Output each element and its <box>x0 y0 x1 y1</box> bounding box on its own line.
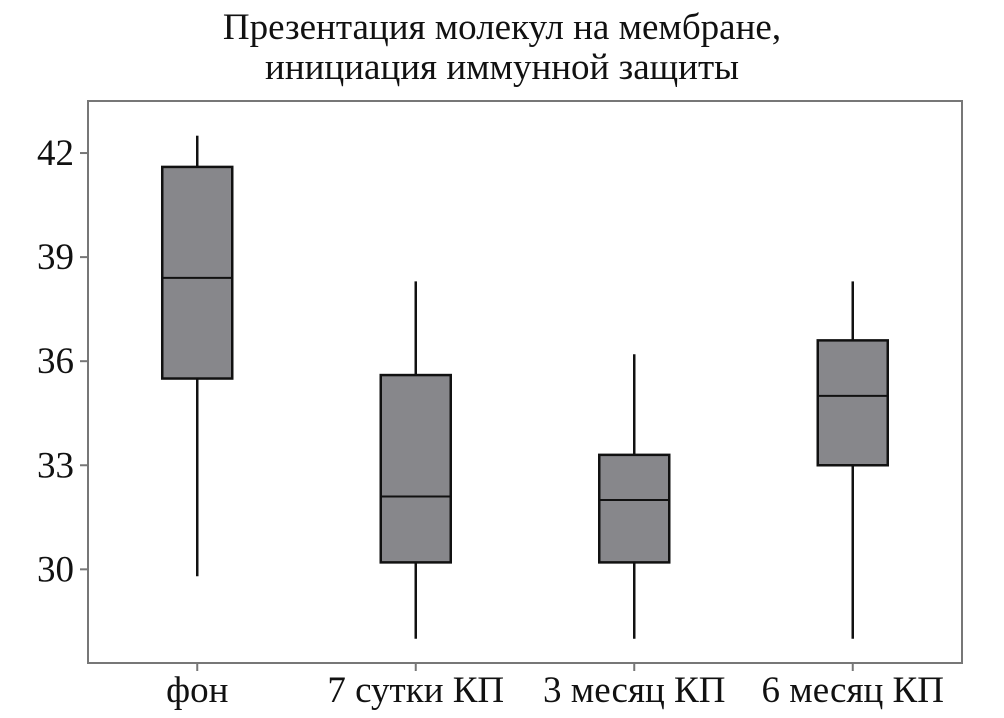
y-tick-label: 33 <box>37 445 74 486</box>
box-group <box>379 281 452 639</box>
y-tick-label: 42 <box>37 133 74 174</box>
x-tick-label: 6 месяц КП <box>762 670 944 711</box>
x-tick-label: 7 сутки КП <box>327 670 504 711</box>
chart-title-line-1: Презентация молекул на мембране, <box>222 7 782 48</box>
plot-frame <box>87 100 963 664</box>
iqr-box <box>598 453 671 564</box>
iqr-box <box>161 165 234 380</box>
chart-title-line-2: инициация иммунной защиты <box>265 47 739 88</box>
box-group <box>598 354 671 639</box>
box-group <box>816 281 889 639</box>
y-tick-label: 39 <box>37 237 74 278</box>
box-series <box>161 135 889 639</box>
iqr-box <box>816 339 889 467</box>
iqr-box <box>379 373 452 564</box>
y-axis: 30 33 36 39 42 <box>37 133 88 590</box>
x-tick-label: фон <box>166 670 228 711</box>
y-tick-label: 36 <box>37 341 74 382</box>
y-tick-label: 30 <box>37 549 74 590</box>
x-tick-label: 3 месяц КП <box>543 670 725 711</box>
x-axis: фон 7 сутки КП 3 месяц КП 6 месяц КП <box>166 663 944 711</box>
box-group <box>161 135 234 577</box>
chart-title: Презентация молекул на мембране, инициац… <box>0 8 1004 88</box>
